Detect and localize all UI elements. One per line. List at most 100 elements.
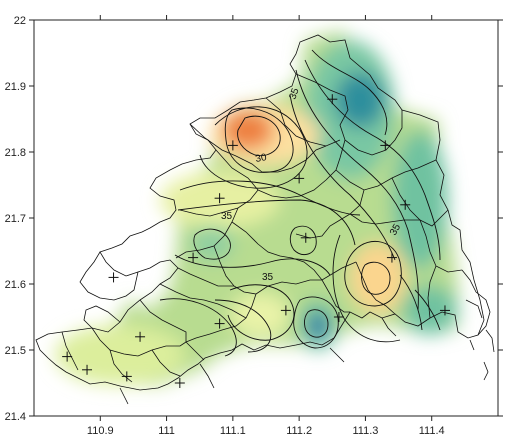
- contour-label: 35: [262, 272, 274, 283]
- y-tick-label: 21.8: [5, 147, 26, 159]
- surface-east-band: [392, 130, 448, 270]
- x-tick-label: 111.1: [220, 425, 246, 437]
- station-marker: [135, 331, 146, 342]
- contour-line: [293, 296, 339, 349]
- boundary-line: [185, 341, 205, 361]
- contour-line: [304, 59, 441, 261]
- contour-line: [304, 309, 329, 338]
- boundary-line: [91, 327, 187, 357]
- contour-line: [344, 241, 402, 307]
- boundary-line: [469, 339, 475, 351]
- station-markers: [62, 94, 450, 388]
- x-tick-label: 110.9: [87, 425, 114, 437]
- y-axis: 21.4 21.5 21.6 21.7 21.8 21.9 22: [5, 15, 503, 423]
- contour-line: [159, 298, 237, 357]
- contour-label: 35: [388, 222, 403, 238]
- contour-line: [214, 299, 272, 353]
- boundary-line: [61, 331, 79, 371]
- station-marker: [227, 140, 238, 151]
- contour-lines: [159, 49, 441, 357]
- station-marker: [300, 232, 311, 243]
- y-tick-label: 21.9: [5, 81, 26, 93]
- surface-east-high: [350, 243, 406, 313]
- surface-south-pit: [309, 314, 327, 338]
- boundary-line: [83, 305, 121, 329]
- boundary-line: [189, 123, 327, 173]
- boundary-line: [79, 251, 139, 301]
- station-marker: [82, 364, 93, 375]
- boundary-line: [179, 149, 259, 217]
- contour-line: [193, 228, 231, 260]
- contour-line: [179, 180, 361, 216]
- boundary-line: [419, 219, 463, 273]
- boundary-line: [35, 34, 485, 391]
- contour-label-group: 35 35 35 30 35: [221, 86, 403, 283]
- station-marker: [121, 371, 132, 382]
- boundary-line: [231, 221, 323, 281]
- station-marker: [188, 252, 199, 263]
- boundary-line: [485, 329, 495, 353]
- boundary-line: [465, 299, 483, 319]
- station-marker: [327, 94, 338, 105]
- station-marker: [62, 351, 73, 362]
- station-marker: [333, 312, 344, 322]
- station-marker: [294, 173, 305, 184]
- boundary-line: [461, 269, 491, 336]
- boundary-line: [119, 387, 129, 405]
- boundaries: [35, 34, 495, 405]
- boundary-line: [159, 283, 247, 319]
- station-marker: [380, 140, 391, 151]
- station-marker: [214, 193, 225, 204]
- x-tick-label: 111.4: [419, 425, 445, 437]
- boundary-line: [321, 279, 350, 313]
- surface-northeast-low: [335, 72, 385, 128]
- boundary-line: [139, 299, 187, 342]
- y-tick-label: 21.4: [5, 411, 26, 423]
- boundary-line: [381, 317, 397, 337]
- boundary-line: [295, 189, 365, 239]
- boundary-line: [335, 159, 437, 191]
- station-marker: [400, 199, 411, 210]
- contour-line: [311, 49, 388, 136]
- boundary-line: [329, 347, 345, 363]
- x-tick-label: 111.2: [286, 425, 312, 437]
- boundary-line: [199, 363, 215, 389]
- contour-line: [361, 261, 391, 295]
- contour-line: [399, 274, 423, 331]
- x-tick-label: 111.3: [352, 425, 378, 437]
- contour-label: 35: [221, 211, 233, 222]
- station-marker: [174, 378, 185, 388]
- y-tick-label: 21.5: [5, 345, 26, 357]
- surface-west-center-low: [190, 225, 234, 261]
- contour-line: [174, 254, 331, 276]
- contour-line: [289, 94, 396, 261]
- surface-southeast-band: [402, 285, 458, 335]
- boundary-line: [483, 361, 489, 381]
- contour-label: 35: [287, 86, 301, 101]
- station-marker: [280, 305, 291, 316]
- boundary-line: [427, 265, 437, 319]
- boundary-line: [213, 245, 257, 295]
- station-marker: [108, 272, 119, 283]
- station-marker: [214, 318, 225, 329]
- y-tick-label: 21.6: [5, 279, 26, 291]
- boundary-line: [151, 349, 181, 377]
- boundary-line: [257, 139, 346, 199]
- station-marker: [386, 252, 397, 263]
- station-marker: [439, 305, 450, 316]
- boundary-line: [255, 261, 357, 295]
- boundary-line: [185, 293, 257, 343]
- boundary-line: [177, 267, 234, 287]
- boundary-line: [349, 213, 420, 225]
- contour-line: [289, 225, 317, 256]
- boundary-line: [355, 261, 396, 315]
- x-tick-label: 111: [158, 425, 175, 437]
- contour-line: [237, 115, 281, 157]
- y-tick-label: 22: [14, 15, 26, 27]
- y-tick-label: 21.7: [5, 213, 26, 225]
- x-axis: 110.9 111 111.1 111.2 111.3 111.4: [87, 15, 445, 437]
- contour-line: [227, 284, 295, 341]
- contour-label: 30: [255, 152, 268, 165]
- surface-north-peak: [222, 110, 274, 150]
